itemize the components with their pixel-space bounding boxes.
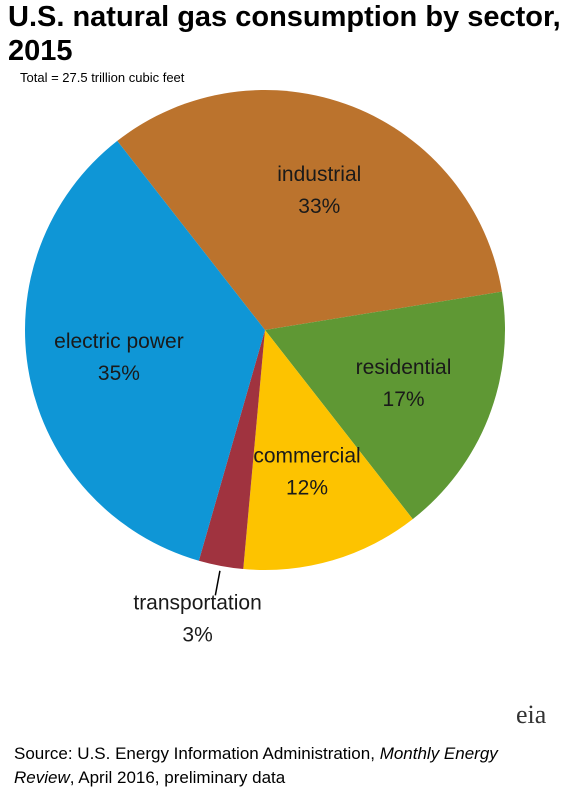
value-label: 3% xyxy=(182,624,212,647)
leader-line xyxy=(214,570,221,596)
slice-label: residential xyxy=(356,356,452,379)
value-label: 35% xyxy=(98,362,140,385)
pie-slice xyxy=(265,291,505,520)
chart-subtitle: Total = 27.5 trillion cubic feet xyxy=(20,70,185,85)
slice-label: commercial xyxy=(253,444,360,467)
source-title: Monthly Energy Review xyxy=(14,744,498,787)
pie-slice xyxy=(198,330,265,570)
source-text: , April 2016, preliminary data xyxy=(69,768,286,787)
logo: eia xyxy=(516,700,547,729)
value-label: 12% xyxy=(286,476,328,499)
value-label: 33% xyxy=(298,195,340,218)
value-label: 17% xyxy=(383,388,425,411)
pie-slice xyxy=(117,90,502,330)
chart: industrial 33% residential 17% commercial 12%… xyxy=(24,90,505,647)
source-note: Source: U.S. Energy Information Administ… xyxy=(14,742,554,790)
source-text: Source: U.S. Energy Information Administ… xyxy=(14,744,375,763)
pie-slice xyxy=(24,140,266,561)
slice-label: industrial xyxy=(277,163,361,186)
pie-slice xyxy=(243,330,413,570)
slice-label: transportation xyxy=(133,592,261,615)
chart-title: U.S. natural gas consumption by sector, … xyxy=(8,1,561,67)
slice-label: electric power xyxy=(54,330,184,353)
